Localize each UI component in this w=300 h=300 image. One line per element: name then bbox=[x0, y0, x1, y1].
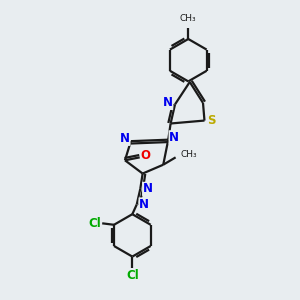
Text: Cl: Cl bbox=[126, 269, 139, 282]
Text: N: N bbox=[139, 198, 149, 211]
Text: N: N bbox=[120, 132, 130, 145]
Text: N: N bbox=[142, 182, 153, 195]
Text: CH₃: CH₃ bbox=[181, 150, 197, 159]
Text: O: O bbox=[141, 149, 151, 162]
Text: N: N bbox=[163, 96, 173, 110]
Text: CH₃: CH₃ bbox=[180, 14, 196, 23]
Text: S: S bbox=[208, 114, 216, 127]
Text: N: N bbox=[169, 131, 179, 144]
Text: Cl: Cl bbox=[88, 217, 101, 230]
